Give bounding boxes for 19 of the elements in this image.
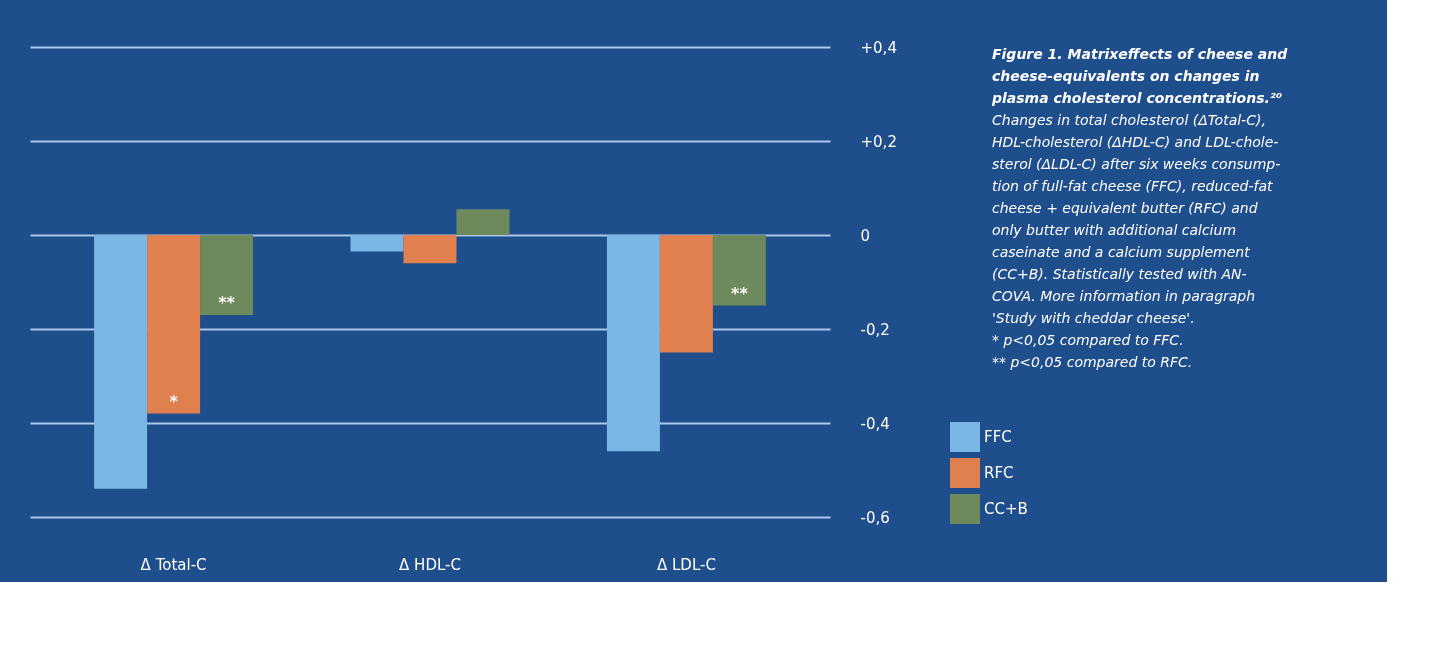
legend-label: CC+B <box>984 500 1028 518</box>
legend-label: FFC <box>984 428 1012 446</box>
data-label: ** <box>218 292 236 312</box>
y-tick-label: 0 <box>860 226 871 245</box>
text: Changes in total cholesterol (ΔTotal-C), HDL-cholesterol (ΔHDL-C) and LDL-chole- sterol (ΔLDL-C) after six weeks consump- tion of full-fat cheese (FFC), reduced-fat cheese + equivalent butter (RFC) and only butter with additional calcium caseinate and a calcium supplement (CC+B). Statistically tested with AN- COVA. More information in paragraph 'Study with cheddar cheese'. <box>992 112 1281 326</box>
text: Figure 1. Matrixeffects of cheese and cheese-equivalents on changes in plasma cholesterol concentrations.²⁰ <box>991 46 1289 106</box>
text: * p<0,05 compared to FFC. <box>992 332 1184 348</box>
data-label: * <box>169 391 179 411</box>
legend-label: RFC <box>984 464 1014 482</box>
data-label: ** <box>731 283 749 303</box>
y-tick-label: -0,6 <box>860 508 890 527</box>
x-tick-label: Δ HDL-C <box>399 555 461 574</box>
y-tick-label: -0,4 <box>860 414 890 433</box>
text: ** p<0,05 compared to RFC. <box>992 354 1193 370</box>
y-tick-label: +0,4 <box>860 38 897 57</box>
y-tick-label: -0,2 <box>860 320 890 339</box>
x-tick-label: Δ Total-C <box>140 555 207 574</box>
y-tick-label: +0,2 <box>860 132 897 151</box>
x-tick-label: Δ LDL-C <box>656 555 716 574</box>
